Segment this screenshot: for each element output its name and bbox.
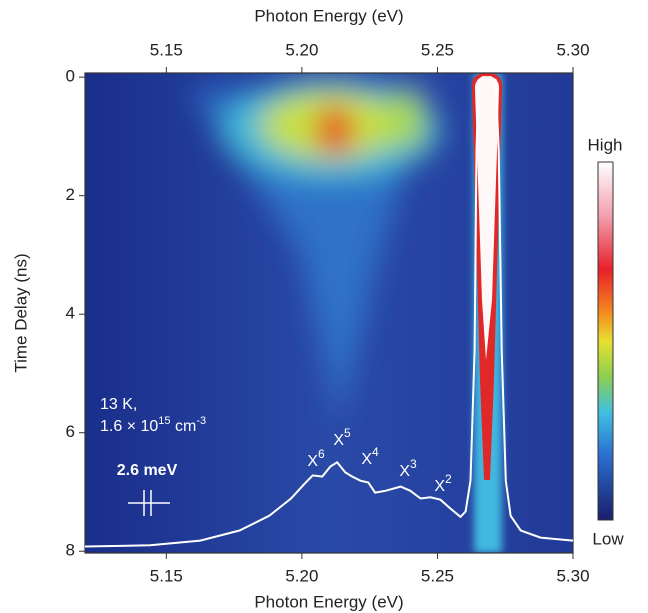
peak-label: X5 bbox=[333, 426, 351, 449]
density-exp: 15 bbox=[158, 415, 170, 427]
top-x-tick-label: 5.20 bbox=[285, 40, 318, 59]
density-unit: cm bbox=[171, 418, 197, 435]
top-x-axis-title: Photon Energy (eV) bbox=[254, 6, 403, 25]
peak-label-base: X bbox=[307, 453, 318, 470]
peak-label-base: X bbox=[361, 451, 372, 468]
top-x-tick-label: 5.25 bbox=[421, 40, 454, 59]
x-tick-label: 5.30 bbox=[556, 566, 589, 585]
peak-label-base: X bbox=[333, 432, 344, 449]
x-tick-label: 5.25 bbox=[421, 566, 454, 585]
resolution-bar bbox=[128, 490, 170, 516]
colorbar-high: High bbox=[588, 135, 623, 154]
y-tick-label: 6 bbox=[66, 422, 75, 441]
top-x-tick-label: 5.15 bbox=[150, 40, 183, 59]
y-tick-label: 2 bbox=[66, 185, 75, 204]
top-x-tick-label: 5.30 bbox=[556, 40, 589, 59]
annotation-density: 1.6 × 1015 cm-3 bbox=[100, 415, 206, 435]
y-tick-label: 8 bbox=[66, 541, 75, 560]
peak-label-sup: 3 bbox=[410, 457, 417, 471]
peak-label: X4 bbox=[361, 445, 379, 468]
y-tick-label: 4 bbox=[66, 304, 75, 323]
peak-label-sup: 6 bbox=[318, 447, 325, 461]
annotation-temperature: 13 K, bbox=[100, 396, 137, 413]
x-axis-title: Photon Energy (eV) bbox=[254, 592, 403, 611]
density-unit-exp: -3 bbox=[196, 415, 206, 427]
y-tick-label: 0 bbox=[66, 67, 75, 86]
y-axis-title: Time Delay (ns) bbox=[11, 253, 30, 372]
x-tick-label: 5.15 bbox=[150, 566, 183, 585]
peak-label-sup: 5 bbox=[344, 426, 351, 440]
peak-label: X3 bbox=[399, 457, 417, 480]
peak-label-base: X bbox=[399, 463, 410, 480]
x-tick-label: 5.20 bbox=[285, 566, 318, 585]
peak-label-sup: 4 bbox=[372, 445, 379, 459]
peak-label: X2 bbox=[434, 472, 452, 495]
peak-label: X6 bbox=[307, 447, 325, 470]
density-base: 1.6 × 10 bbox=[100, 418, 158, 435]
spectrum-line bbox=[84, 76, 574, 548]
peak-label-base: X bbox=[434, 478, 445, 495]
heatmap bbox=[85, 73, 573, 553]
colorbar-low: Low bbox=[592, 529, 624, 548]
annotation-resolution: 2.6 meV bbox=[117, 462, 178, 479]
plot-frame bbox=[84, 72, 574, 554]
peak-label-sup: 2 bbox=[445, 472, 452, 486]
colorbar bbox=[597, 161, 614, 521]
